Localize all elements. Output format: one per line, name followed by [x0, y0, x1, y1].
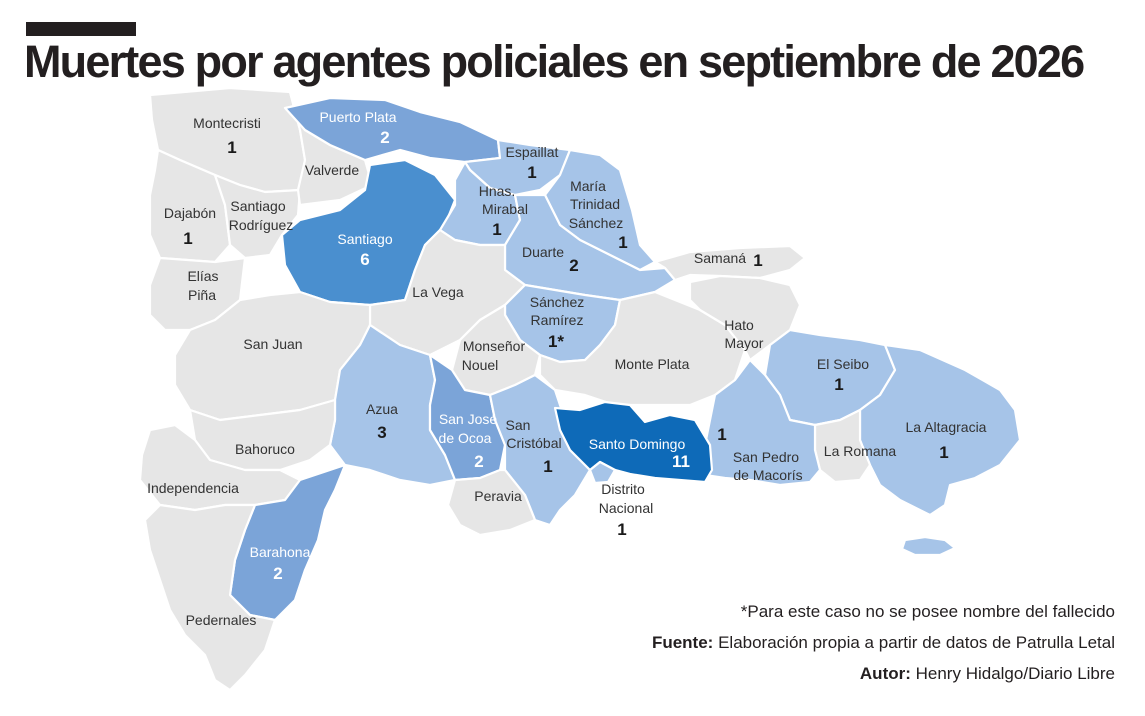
label-distrito-nacional-1: Distrito [601, 481, 645, 497]
label-bahoruco: Bahoruco [235, 441, 295, 457]
label-mts-1: María [570, 178, 606, 194]
label-hnas-mirabal-2: Mirabal [482, 201, 528, 217]
count-san-pedro-de-macoris: 1 [717, 425, 726, 444]
label-puerto-plata: Puerto Plata [319, 109, 396, 125]
label-monte-plata: Monte Plata [615, 356, 690, 372]
label-santiago: Santiago [337, 231, 392, 247]
author-text: Henry Hidalgo/Diario Libre [915, 664, 1115, 683]
title-accent-bar [26, 22, 136, 36]
label-hnas-mirabal-1: Hnas. [479, 183, 516, 199]
page-title: Muertes por agentes policiales en septie… [24, 36, 1085, 87]
label-espaillat: Espaillat [506, 144, 559, 160]
count-hnas-mirabal: 1 [492, 220, 501, 239]
province-shapes [138, 86, 1022, 692]
label-san-cristobal-2: Cristóbal [506, 435, 561, 451]
label-san-juan: San Juan [243, 336, 302, 352]
label-valverde: Valverde [305, 162, 359, 178]
count-santo-domingo: 11 [672, 452, 690, 471]
count-santiago: 6 [360, 250, 369, 269]
count-barahona: 2 [273, 564, 282, 583]
label-mts-2: Trinidad [570, 196, 620, 212]
count-espaillat: 1 [527, 163, 536, 182]
label-santiago-rodriguez-2: Rodríguez [229, 217, 294, 233]
province-samana[interactable] [653, 244, 807, 282]
label-sanchez-ramirez-2: Ramírez [531, 312, 584, 328]
province-peravia[interactable] [446, 468, 537, 537]
asterisk-note: *Para este caso no se posee nombre del f… [740, 602, 1115, 621]
label-pedernales: Pedernales [186, 612, 257, 628]
label-mts-3: Sánchez [569, 215, 623, 231]
label-monsenor-nouel-1: Monseñor [463, 338, 526, 354]
label-montecristi: Montecristi [193, 115, 261, 131]
label-hato-mayor-1: Hato [724, 317, 754, 333]
province-distrito-nacional[interactable] [588, 460, 617, 485]
source-line: Fuente: Elaboración propia a partir de d… [652, 627, 1115, 658]
count-puerto-plata: 2 [380, 128, 389, 147]
label-distrito-nacional-2: Nacional [599, 500, 653, 516]
label-la-altagracia: La Altagracia [906, 419, 987, 435]
label-ocoa-2: de Ocoa [439, 430, 492, 446]
label-santiago-rodriguez-1: Santiago [230, 198, 285, 214]
footer-notes: *Para este caso no se posee nombre del f… [652, 596, 1115, 689]
label-peravia: Peravia [474, 488, 522, 504]
count-distrito-nacional: 1 [617, 520, 626, 539]
count-sanchez-ramirez: 1* [548, 332, 564, 351]
label-barahona: Barahona [250, 544, 311, 560]
count-montecristi: 1 [227, 138, 236, 157]
count-samana: 1 [753, 251, 762, 270]
label-santo-domingo: Santo Domingo [589, 436, 686, 452]
count-mts: 1 [618, 233, 627, 252]
author-label: Autor: [859, 664, 911, 683]
count-san-cristobal: 1 [543, 457, 552, 476]
label-san-cristobal-1: San [506, 417, 531, 433]
label-monsenor-nouel-2: Nouel [462, 357, 499, 373]
label-duarte: Duarte [522, 244, 564, 260]
province-san-cristobal[interactable] [488, 373, 592, 527]
label-dajabon: Dajabón [164, 205, 216, 221]
count-ocoa: 2 [474, 452, 483, 471]
label-azua: Azua [366, 401, 398, 417]
label-sanchez-ramirez-1: Sánchez [530, 294, 584, 310]
count-azua: 3 [377, 423, 386, 442]
label-ocoa-1: San José [439, 411, 498, 427]
author-line: Autor: Henry Hidalgo/Diario Libre [652, 658, 1115, 689]
province-pedernales[interactable] [143, 503, 277, 692]
label-hato-mayor-2: Mayor [725, 335, 764, 351]
count-la-altagracia: 1 [939, 443, 948, 462]
province-san-pedro-de-macoris[interactable] [703, 358, 822, 487]
label-elias-pina-1: Elías [187, 268, 218, 284]
label-independencia: Independencia [147, 480, 239, 496]
province-saona-island[interactable] [900, 535, 957, 557]
label-spm-2: de Macorís [733, 467, 802, 483]
count-duarte: 2 [569, 256, 578, 275]
label-el-seibo: El Seibo [817, 356, 869, 372]
count-dajabon: 1 [183, 229, 192, 248]
count-el-seibo: 1 [834, 375, 843, 394]
label-elias-pina-2: Piña [188, 287, 216, 303]
label-la-romana: La Romana [824, 443, 897, 459]
label-spm-1: San Pedro [733, 449, 799, 465]
label-la-vega: La Vega [412, 284, 464, 300]
province-labels: Montecristi 1 Puerto Plata 2 Valverde Es… [147, 109, 987, 628]
source-label: Fuente: [651, 633, 714, 652]
source-text: Elaboración propia a partir de datos de … [718, 633, 1115, 652]
label-samana: Samaná [694, 250, 746, 266]
